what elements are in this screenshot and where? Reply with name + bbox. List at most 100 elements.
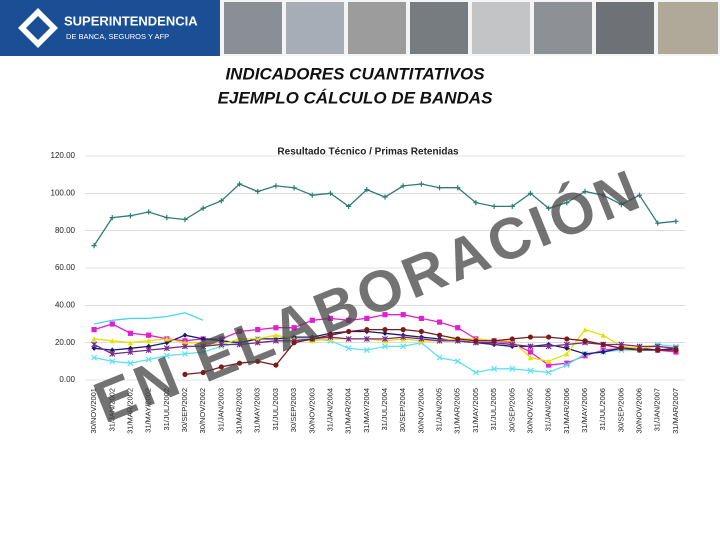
marker bbox=[327, 332, 334, 338]
marker bbox=[545, 343, 552, 350]
marker bbox=[418, 335, 425, 342]
marker bbox=[200, 205, 206, 211]
marker bbox=[673, 218, 679, 224]
marker bbox=[363, 335, 370, 342]
marker bbox=[236, 181, 243, 187]
marker bbox=[236, 328, 243, 335]
marker bbox=[455, 325, 461, 331]
photo bbox=[224, 2, 282, 54]
marker bbox=[382, 335, 388, 342]
marker bbox=[436, 354, 443, 361]
x-tick-label: 31/MAR/2004 bbox=[344, 388, 353, 434]
y-tick-label: 0.00 bbox=[59, 375, 75, 384]
chart-title: Resultado Técnico / Primas Retenidas bbox=[277, 147, 459, 158]
marker bbox=[473, 200, 479, 206]
x-tick-label: 31/JAN/2002 bbox=[107, 388, 116, 431]
x-tick-label: 30/NOV/2004 bbox=[416, 388, 425, 433]
marker bbox=[127, 213, 134, 219]
marker bbox=[182, 371, 188, 377]
marker bbox=[564, 200, 570, 206]
marker bbox=[145, 347, 152, 354]
x-tick-label: 31/JUL/2006 bbox=[598, 388, 607, 431]
marker bbox=[109, 338, 115, 344]
marker bbox=[291, 340, 297, 346]
marker bbox=[91, 341, 98, 348]
marker bbox=[109, 347, 115, 353]
marker bbox=[163, 352, 170, 359]
marker bbox=[546, 362, 552, 368]
marker bbox=[564, 360, 570, 366]
marker bbox=[546, 205, 552, 211]
marker bbox=[436, 337, 443, 344]
marker bbox=[382, 327, 388, 333]
marker bbox=[473, 338, 479, 344]
marker bbox=[218, 198, 224, 204]
marker bbox=[182, 332, 188, 338]
y-tick-label: 40.00 bbox=[55, 300, 76, 309]
photo-strip bbox=[224, 2, 718, 54]
series-line bbox=[93, 312, 204, 325]
marker bbox=[364, 315, 370, 321]
photo bbox=[286, 2, 344, 54]
y-tick-label: 80.00 bbox=[55, 226, 76, 235]
marker bbox=[382, 194, 388, 200]
marker bbox=[545, 369, 552, 376]
x-tick-label: 30/NOV/2001 bbox=[89, 388, 98, 433]
marker bbox=[346, 317, 352, 323]
marker bbox=[255, 358, 261, 364]
marker bbox=[454, 358, 461, 365]
photo bbox=[410, 2, 468, 54]
marker bbox=[491, 365, 498, 372]
marker bbox=[236, 336, 243, 342]
marker bbox=[200, 340, 206, 346]
marker bbox=[255, 336, 261, 342]
marker bbox=[146, 332, 152, 338]
marker bbox=[364, 187, 370, 193]
x-tick-label: 31/MAY/2006 bbox=[580, 388, 589, 433]
x-tick-label: 30/NOV/2002 bbox=[198, 388, 207, 433]
x-tick-label: 30/SEP/2006 bbox=[616, 388, 625, 432]
marker bbox=[582, 351, 588, 357]
marker bbox=[418, 315, 424, 321]
slide-title: EJEMPLO CÁLCULO DE BANDAS bbox=[218, 88, 494, 107]
marker bbox=[400, 327, 406, 333]
marker bbox=[146, 338, 152, 344]
marker bbox=[309, 192, 315, 198]
series-line bbox=[184, 328, 676, 376]
marker bbox=[182, 340, 188, 346]
photo bbox=[348, 2, 406, 54]
x-tick-label: 31/MAY/2004 bbox=[362, 388, 371, 433]
marker bbox=[382, 330, 388, 336]
marker bbox=[91, 243, 97, 249]
marker bbox=[363, 347, 370, 354]
x-tick-label: 30/NOV/2005 bbox=[525, 388, 534, 433]
y-tick-label: 60.00 bbox=[55, 263, 76, 272]
slide-title: INDICADORES CUANTITATIVOS bbox=[225, 64, 485, 83]
marker bbox=[346, 203, 352, 209]
x-tick-label: 31/MAR/2003 bbox=[235, 388, 244, 434]
marker bbox=[546, 358, 552, 364]
marker bbox=[636, 347, 643, 353]
marker bbox=[527, 349, 534, 355]
marker bbox=[272, 337, 279, 344]
marker bbox=[273, 362, 279, 368]
logo-mark-inner bbox=[26, 16, 50, 40]
marker bbox=[163, 345, 170, 352]
marker bbox=[218, 341, 225, 348]
marker bbox=[291, 325, 297, 331]
marker bbox=[509, 365, 516, 372]
marker bbox=[636, 192, 643, 198]
photo bbox=[472, 2, 530, 54]
marker bbox=[127, 345, 134, 351]
marker bbox=[345, 345, 352, 352]
marker bbox=[527, 334, 534, 340]
marker bbox=[527, 355, 534, 361]
marker bbox=[346, 328, 352, 335]
marker bbox=[182, 343, 188, 350]
marker bbox=[527, 190, 534, 196]
marker bbox=[582, 188, 588, 195]
marker bbox=[655, 220, 661, 226]
x-tick-label: 31/JAN/2004 bbox=[325, 388, 334, 431]
marker bbox=[109, 350, 116, 357]
